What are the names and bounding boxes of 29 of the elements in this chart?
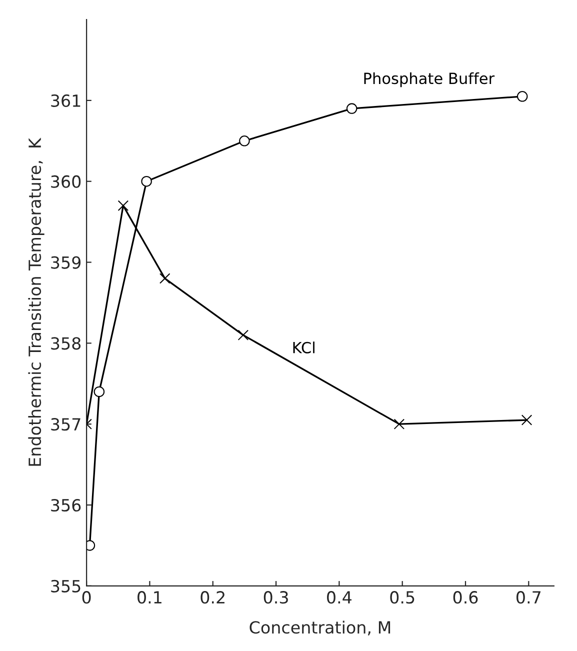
x-tick-label: 0.7 (516, 591, 540, 604)
point (238, 330, 249, 340)
x-tick-label: 0 (82, 591, 91, 604)
x-tick-label: 0.3 (264, 591, 288, 604)
point (141, 176, 152, 187)
x-tick-label: 0.4 (327, 591, 352, 604)
series-label: Phosphate Buffer (364, 72, 495, 88)
point (346, 103, 358, 114)
point (394, 418, 405, 430)
y-tick-label: 355 (51, 580, 80, 592)
y-tick-label: 359 (51, 256, 81, 269)
x-tick-label: 0.5 (390, 591, 414, 604)
point (239, 136, 250, 146)
y-tick-label: 361 (51, 94, 80, 108)
y-axis-title: Endothermic Transition Temperature, K (28, 138, 44, 466)
y-tick-label: 360 (51, 175, 81, 188)
y-tick-label: 357 (51, 418, 80, 431)
y-tick-label: 358 (51, 337, 81, 350)
x-axis-title: Concentration, M (250, 620, 390, 636)
point (159, 273, 170, 284)
x-tick-label: 0.6 (453, 591, 478, 604)
point (521, 414, 532, 426)
point (118, 200, 129, 212)
point (94, 386, 105, 398)
y-tick-label: 356 (51, 498, 81, 512)
series-label: KCl (293, 342, 314, 354)
point (516, 91, 528, 102)
x-tick-label: 0.2 (200, 591, 224, 604)
x-tick-label: 0.1 (138, 591, 162, 604)
